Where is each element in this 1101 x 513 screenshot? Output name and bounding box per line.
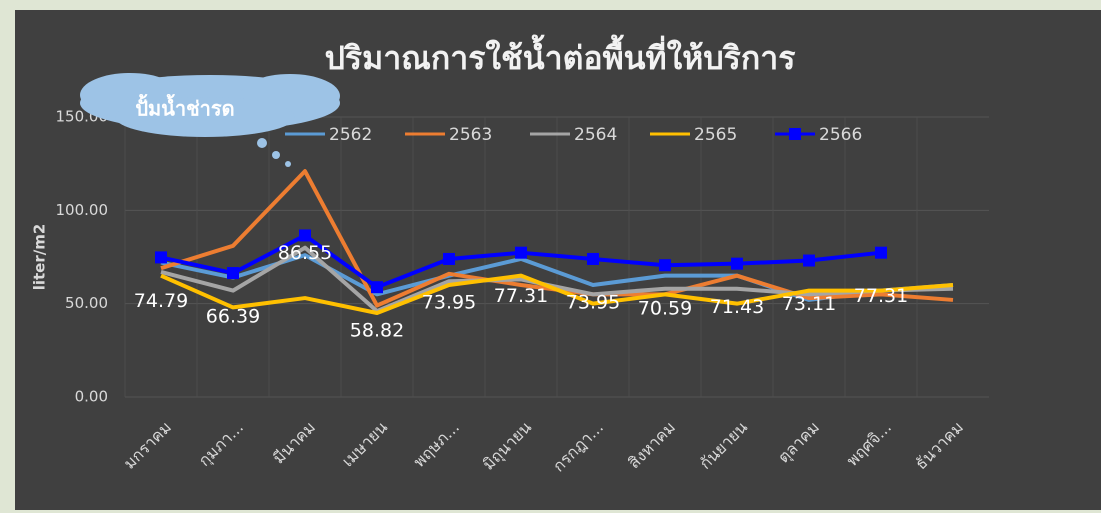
data-label: 86.55 xyxy=(278,242,332,264)
marker xyxy=(299,229,311,241)
marker xyxy=(443,253,455,265)
marker xyxy=(227,267,239,279)
chart-title: ปริมาณการใช้น้ำต่อพื้นที่ให้บริการ xyxy=(325,34,796,77)
cloud-dot xyxy=(285,161,291,167)
cloud-dot xyxy=(257,138,267,148)
data-label: 58.82 xyxy=(350,320,404,342)
y-axis-label: liter/m2 xyxy=(31,224,49,291)
cloud-dot xyxy=(272,151,280,159)
y-tick-label: 100.00 xyxy=(56,201,109,219)
marker xyxy=(875,247,887,259)
data-label: 73.95 xyxy=(422,291,476,313)
data-label: 74.79 xyxy=(134,290,188,312)
marker xyxy=(155,251,167,263)
y-tick-label: 50.00 xyxy=(65,294,108,312)
marker xyxy=(587,253,599,265)
marker xyxy=(515,247,527,259)
data-label: 77.31 xyxy=(854,285,908,307)
marker xyxy=(371,281,383,293)
data-label: 66.39 xyxy=(206,306,260,328)
data-label: 77.31 xyxy=(494,285,548,307)
chart: ปริมาณการใช้น้ำต่อพื้นที่ให้บริการ liter… xyxy=(0,0,1101,513)
y-tick-label: 0.00 xyxy=(75,388,108,406)
marker xyxy=(731,258,743,270)
data-label: 70.59 xyxy=(638,298,692,320)
annotation: ปั้มน้ำช่ารด xyxy=(135,94,234,121)
data-label: 73.95 xyxy=(566,291,620,313)
legend-label: 2563 xyxy=(449,125,492,145)
marker xyxy=(659,259,671,271)
legend-marker xyxy=(789,128,801,140)
legend-label: 2564 xyxy=(574,125,617,145)
marker xyxy=(803,255,815,267)
data-label: 73.11 xyxy=(782,293,836,315)
legend-label: 2565 xyxy=(694,125,737,145)
data-label: 71.43 xyxy=(710,296,764,318)
page: ปริมาณการใช้น้ำต่อพื้นที่ให้บริการ liter… xyxy=(0,0,1101,513)
legend-label: 2566 xyxy=(819,125,862,145)
legend-label: 2562 xyxy=(329,125,372,145)
